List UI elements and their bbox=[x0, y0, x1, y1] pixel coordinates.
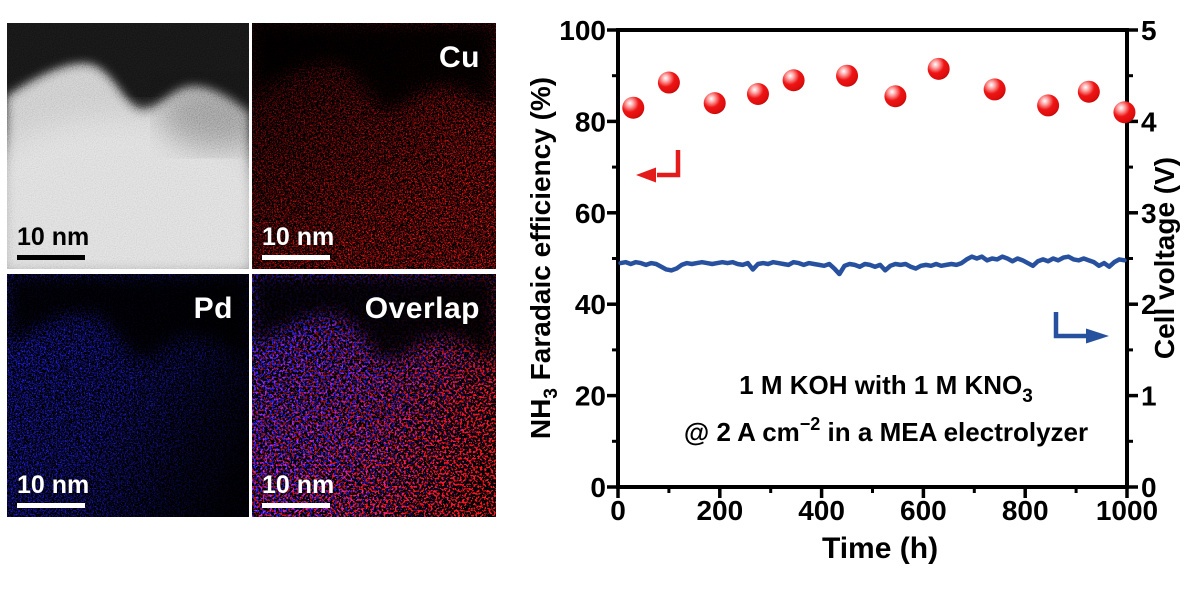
y-right-tick-label: 4 bbox=[1141, 106, 1157, 137]
y-left-tick-label: 40 bbox=[575, 289, 606, 320]
panel-cu-map: Cu 10 nm bbox=[252, 23, 496, 269]
faradaic-efficiency-point bbox=[622, 96, 645, 119]
y-right-tick-label: 1 bbox=[1141, 381, 1157, 412]
y-left-tick-label: 0 bbox=[590, 472, 606, 503]
x-tick-label: 200 bbox=[696, 495, 743, 526]
scale-bar-text: 10 nm bbox=[17, 223, 90, 251]
left-axis-arrow-head bbox=[636, 167, 656, 183]
element-label: Pd bbox=[193, 292, 233, 325]
x-tick-label: 0 bbox=[610, 495, 626, 526]
panel-overlap-map: Overlap 10 nm bbox=[252, 274, 496, 517]
right-axis-title: Cell voltage (V) bbox=[1149, 157, 1180, 359]
panel-haadf-stem: 10 nm bbox=[7, 23, 249, 269]
x-tick-label: 800 bbox=[1002, 495, 1049, 526]
x-tick-label: 400 bbox=[798, 495, 845, 526]
overlap-eds-map bbox=[252, 274, 496, 517]
scale-bar-line bbox=[262, 255, 330, 260]
y-left-tick-label: 100 bbox=[559, 15, 606, 46]
scale-bar-text: 10 nm bbox=[17, 471, 90, 499]
right-axis-arrow-shaft bbox=[1053, 312, 1087, 339]
plot-frame bbox=[616, 28, 1129, 489]
left-axis-title: NH3 Faradaic efficiency (%) bbox=[525, 77, 562, 439]
faradaic-efficiency-point bbox=[927, 57, 950, 80]
x-tick-label: 600 bbox=[900, 495, 947, 526]
left-axis-arrow-shaft bbox=[657, 150, 681, 178]
right-axis-arrow-head bbox=[1086, 328, 1109, 344]
faradaic-efficiency-point bbox=[884, 85, 907, 108]
faradaic-efficiency-point bbox=[983, 78, 1006, 101]
scale-bar: 10 nm bbox=[17, 471, 89, 508]
scale-bar: 10 nm bbox=[262, 223, 334, 260]
element-label: Cu bbox=[439, 41, 480, 74]
y-right-tick-label: 2 bbox=[1141, 289, 1157, 320]
cell-voltage-line bbox=[618, 254, 1127, 277]
faradaic-efficiency-point bbox=[746, 82, 769, 105]
scale-bar-line bbox=[17, 255, 85, 260]
scale-bar: 10 nm bbox=[17, 223, 89, 260]
faradaic-efficiency-point bbox=[1037, 94, 1060, 117]
electrolyte-annotation: 1 M KOH with 1 M KNO3 bbox=[739, 370, 1033, 407]
y-left-tick-label: 20 bbox=[575, 381, 606, 412]
conditions-annotation: @ 2 A cm−2 in a MEA electrolyzer bbox=[684, 414, 1088, 447]
haadf-stem-image bbox=[7, 23, 249, 269]
faradaic-efficiency-point bbox=[1077, 80, 1100, 103]
x-axis-title: Time (h) bbox=[822, 532, 938, 565]
cu-eds-map bbox=[252, 23, 496, 269]
x-tick-label: 1000 bbox=[1096, 495, 1158, 526]
faradaic-efficiency-point bbox=[836, 64, 859, 87]
scale-bar-line bbox=[17, 503, 85, 508]
scale-bar-text: 10 nm bbox=[262, 471, 335, 499]
y-right-tick-label: 0 bbox=[1141, 472, 1157, 503]
panel-pd-map: Pd 10 nm bbox=[7, 274, 249, 517]
scale-bar: 10 nm bbox=[262, 471, 334, 508]
y-right-tick-label: 3 bbox=[1141, 198, 1157, 229]
pd-eds-map bbox=[7, 274, 249, 517]
faradaic-efficiency-point bbox=[703, 92, 726, 115]
scale-bar-line bbox=[262, 503, 330, 508]
y-left-tick-label: 60 bbox=[575, 198, 606, 229]
y-right-tick-label: 5 bbox=[1141, 15, 1157, 46]
faradaic-efficiency-point bbox=[657, 71, 680, 94]
scale-bar-text: 10 nm bbox=[262, 223, 335, 251]
y-left-tick-label: 80 bbox=[575, 106, 606, 137]
faradaic-efficiency-point bbox=[1113, 101, 1136, 124]
element-label: Overlap bbox=[364, 292, 480, 325]
faradaic-efficiency-point bbox=[782, 69, 805, 92]
